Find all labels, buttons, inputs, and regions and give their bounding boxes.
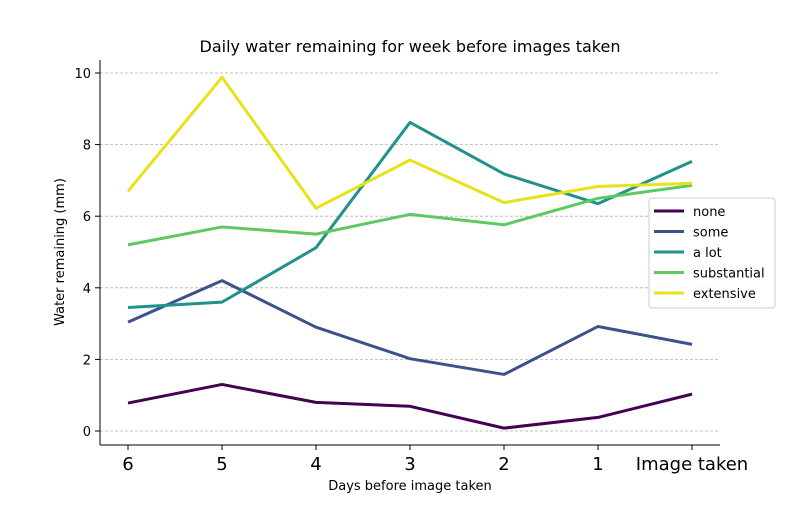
y-tick-label: 6	[83, 210, 91, 225]
legend-label-some: some	[693, 226, 728, 241]
x-tick-label: 6	[122, 454, 133, 475]
legend-label-none: none	[693, 205, 725, 220]
series-line-a-lot	[127, 120, 693, 309]
series-line-none	[127, 382, 693, 430]
series-lines	[126, 75, 693, 430]
x-ticks: 6 5 4 3 2 1 Image taken	[122, 445, 748, 475]
legend-box	[648, 197, 776, 309]
y-tick-label: 4	[83, 282, 91, 297]
series-line-some	[127, 279, 693, 376]
axes	[99, 60, 720, 446]
grid-lines	[100, 72, 720, 432]
y-tick-label: 8	[83, 139, 91, 154]
legend-label-extensive: extensive	[693, 287, 756, 302]
x-tick-label: 2	[498, 454, 509, 475]
y-tick-label: 0	[83, 425, 91, 440]
y-tick-label: 2	[83, 353, 91, 368]
legend-label-a-lot: a lot	[693, 246, 722, 261]
x-tick-label: 4	[310, 454, 321, 475]
x-tick-label: 3	[404, 454, 415, 475]
y-tick-label: 10	[74, 67, 91, 82]
y-ticks: 0 2 4 6 8 10	[74, 67, 100, 440]
chart-title: Daily water remaining for week before im…	[200, 37, 621, 56]
legend-label-substantial: substantial	[693, 267, 765, 282]
series-line-extensive	[126, 75, 693, 210]
x-tick-label: Image taken	[636, 454, 748, 475]
x-axis-label: Days before image taken	[328, 479, 492, 494]
x-tick-label: 1	[592, 454, 603, 475]
series-line-substantial	[127, 183, 693, 247]
legend: none some a lot substantial extensive	[648, 197, 776, 309]
y-axis-label: Water remaining (mm)	[53, 178, 68, 326]
x-tick-label: 5	[216, 454, 227, 475]
